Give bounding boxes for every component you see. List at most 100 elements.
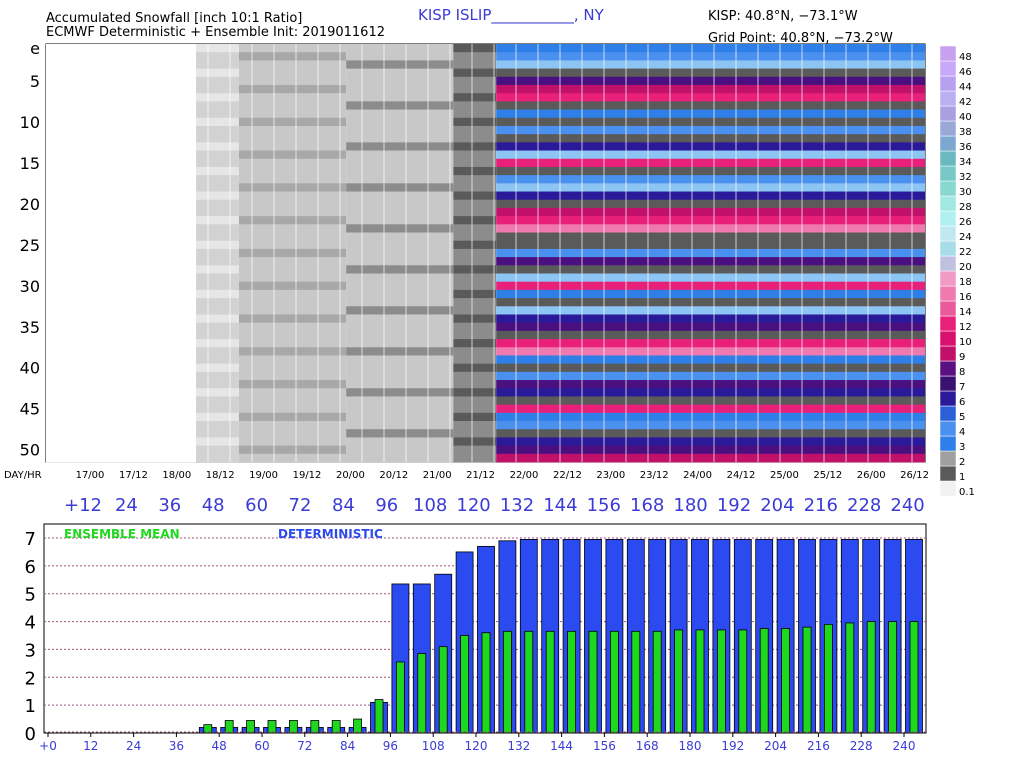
heatmap-cell: [46, 166, 197, 176]
legend-label: 6: [959, 397, 965, 408]
bar-x-tick-label: 240: [893, 739, 916, 753]
heatmap-cell: [238, 363, 347, 373]
heatmap-cell: [238, 93, 347, 102]
heatmap-cell: [196, 158, 239, 168]
heatmap-cell: [453, 339, 497, 348]
heatmap-cell: [346, 191, 454, 201]
legend-swatch: [939, 165, 957, 182]
day-tick-label: 23/12: [640, 470, 669, 481]
heatmap-cell: [46, 52, 197, 61]
heatmap-cell: [346, 330, 454, 340]
heatmap-cell: [196, 76, 239, 86]
heatmap-cell: [196, 371, 239, 381]
heatmap-cell: [496, 207, 925, 217]
heatmap-cell: [496, 363, 925, 373]
heatmap-cell: [238, 207, 347, 217]
bar-x-tick-label: +0: [39, 739, 57, 753]
legend-label: 1: [959, 472, 965, 483]
heatmap-cell: [46, 232, 197, 242]
bar-x-tick-label: 180: [679, 739, 702, 753]
heatmap-cell: [196, 207, 239, 217]
heatmap-cell: [346, 429, 454, 438]
legend-label: 8: [959, 367, 965, 378]
heatmap-cell: [196, 265, 239, 274]
hour-tick-label: 240: [890, 495, 924, 516]
heatmap-cell: [196, 429, 239, 438]
hour-tick-label: 24: [115, 495, 138, 516]
heatmap-cell: [238, 44, 347, 53]
ensemble-mean-bar: [267, 720, 277, 734]
heatmap-cell: [346, 314, 454, 324]
bar-x-tick-label: 12: [83, 739, 98, 753]
grid-point-label: Grid Point: 40.8°N, −73.2°W: [708, 31, 893, 46]
legend-swatch: [939, 285, 957, 302]
heatmap-cell: [346, 453, 454, 463]
heatmap-cell: [346, 363, 454, 373]
legend-swatch: [939, 180, 957, 197]
heatmap-cell: [453, 273, 497, 283]
heatmap-cell: [453, 421, 497, 430]
legend-label: 12: [959, 322, 972, 333]
heatmap-cell: [346, 175, 454, 184]
hour-tick-label: 72: [289, 495, 312, 516]
heatmap-cell: [346, 109, 454, 119]
heatmap-cell: [346, 76, 454, 86]
legend-label: 48: [959, 52, 972, 63]
ensemble-mean-bar: [288, 720, 298, 734]
ensemble-mean-bar: [652, 630, 662, 734]
heatmap-cell: [346, 134, 454, 143]
day-tick-label: 25/12: [813, 470, 842, 481]
heatmap-cell: [196, 93, 239, 102]
legend-swatch: [939, 405, 957, 422]
legend-label: 46: [959, 67, 972, 78]
legend-label: 20: [959, 262, 972, 273]
heatmap-cell: [496, 93, 925, 102]
heatmap-cell: [238, 445, 347, 455]
heatmap-cell: [346, 371, 454, 381]
heatmap-cell: [496, 396, 925, 406]
heatmap-cell: [46, 429, 197, 438]
hour-tick-label: 156: [587, 495, 621, 516]
heatmap-cell: [346, 166, 454, 176]
legend-label: 26: [959, 217, 972, 228]
heatmap-cell: [46, 396, 197, 406]
heatmap-cell: [46, 68, 197, 78]
legend-swatch: [939, 390, 957, 407]
heatmap-cell: [346, 289, 454, 299]
heatmap-cell: [496, 199, 925, 209]
legend-label: 14: [959, 307, 972, 318]
ensemble-mean-bar: [738, 629, 748, 734]
ensemble-mean-bar: [888, 621, 897, 734]
heatmap-cell: [346, 183, 454, 192]
legend-label: 5: [959, 412, 965, 423]
heatmap-cell: [46, 248, 197, 258]
hour-tick-label: +12: [64, 495, 102, 516]
heatmap-cell: [346, 437, 454, 447]
heatmap-cell: [196, 314, 239, 324]
day-tick-label: 26/12: [900, 470, 929, 481]
ensemble-mean-bar: [717, 629, 726, 734]
heatmap-cell: [46, 257, 197, 266]
heatmap-cell: [196, 142, 239, 151]
heatmap-cell: [496, 322, 925, 332]
legend-swatch: [939, 45, 957, 62]
heatmap-cell: [196, 44, 239, 53]
legend-label: 4: [959, 427, 965, 438]
legend-label: 44: [959, 82, 972, 93]
heatmap-cell: [46, 142, 197, 151]
heatmap-cell: [496, 183, 925, 192]
day-tick-label: 24/00: [683, 470, 712, 481]
heatmap-cell: [453, 330, 497, 340]
heatmap-cell: [238, 322, 347, 332]
heatmap-cell: [346, 240, 454, 250]
heatmap-cell: [46, 437, 197, 447]
legend-label: 3: [959, 442, 965, 453]
heatmap-cell: [196, 421, 239, 430]
heatmap-cell: [196, 289, 239, 299]
heatmap-cell: [196, 68, 239, 78]
heatmap-cell: [496, 76, 925, 86]
heatmap-cell: [453, 84, 497, 94]
day-tick-label: 17/12: [119, 470, 148, 481]
bar-x-tick-label: 120: [465, 739, 488, 753]
heatmap-cell: [453, 191, 497, 201]
